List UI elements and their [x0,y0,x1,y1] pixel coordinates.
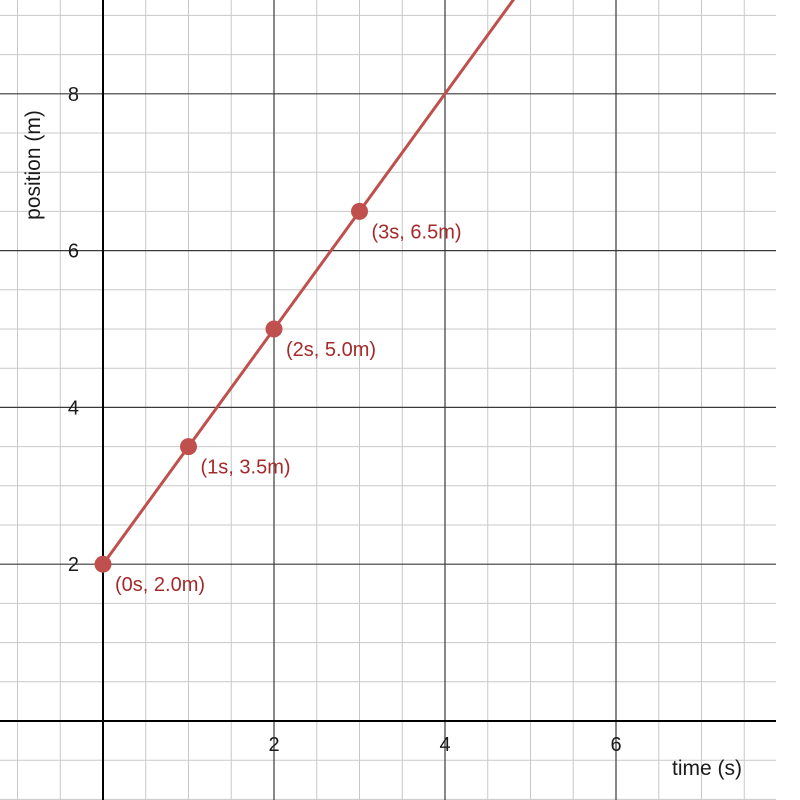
data-point [351,202,368,220]
data-point-label: (0s, 2.0m) [115,574,205,596]
x-axis-title: time (s) [672,757,742,780]
tick-labels: 2 4 6 2 4 6 8 [68,84,622,756]
data-point-label: (2s, 5.0m) [286,339,376,361]
x-tick-label: 4 [439,734,450,756]
y-tick-label: 2 [68,554,79,576]
y-tick-label: 8 [68,84,79,106]
data-point [265,320,283,338]
major-gridlines [0,0,776,800]
axes [0,0,776,800]
y-axis-title: position (m) [22,110,45,220]
minor-gridlines [0,0,776,800]
series-line [101,0,516,566]
x-tick-label: 6 [610,734,621,756]
data-point-label: (1s, 3.5m) [201,457,291,479]
y-tick-label: 4 [68,397,79,419]
data-point [94,555,112,573]
data-point-label: (3s, 6.5m) [372,221,462,243]
y-tick-label: 6 [68,241,79,263]
data-point [180,438,197,456]
data-series: (0s, 2.0m) (1s, 3.5m) (2s, 5.0m) (3s, 6.5m) [94,0,516,596]
x-tick-label: 2 [268,734,279,756]
